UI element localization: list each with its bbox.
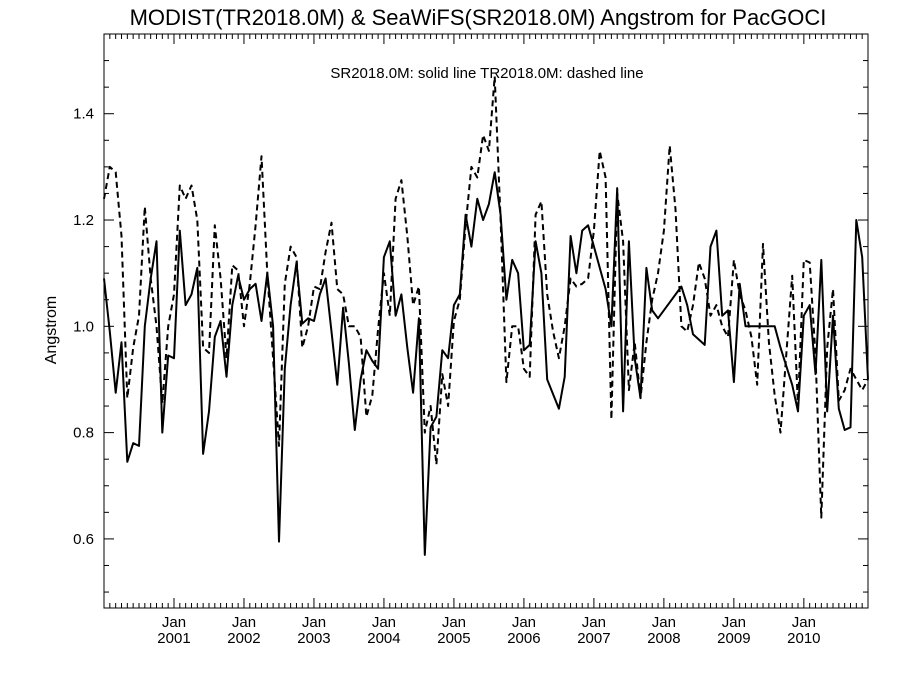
x-tick-year-label: 2008 <box>647 630 680 647</box>
x-tick-year-label: 2006 <box>507 630 540 647</box>
chart-title: MODIST(TR2018.0M) & SeaWiFS(SR2018.0M) A… <box>130 5 827 30</box>
y-tick-label: 1.4 <box>73 106 94 123</box>
x-tick-year-label: 2002 <box>227 630 260 647</box>
x-tick-month-label: Jan <box>162 614 186 631</box>
x-tick-year-label: 2010 <box>787 630 820 647</box>
x-tick-month-label: Jan <box>722 614 746 631</box>
series-line-dashed <box>103 75 869 519</box>
x-tick-month-label: Jan <box>372 614 396 631</box>
x-tick-month-label: Jan <box>652 614 676 631</box>
plot-area: 0.60.81.01.21.4 Jan2001Jan2002Jan2003Jan… <box>73 33 869 647</box>
y-tick-label: 0.8 <box>73 425 94 442</box>
y-tick-label: 1.0 <box>73 318 94 335</box>
series-layer <box>103 75 869 556</box>
y-tick-label: 1.2 <box>73 212 94 229</box>
x-tick-month-label: Jan <box>512 614 536 631</box>
x-tick-month-label: Jan <box>582 614 606 631</box>
x-tick-year-label: 2004 <box>367 630 400 647</box>
y-tick-label: 0.6 <box>73 531 94 548</box>
x-tick-year-label: 2003 <box>297 630 330 647</box>
y-axis-label: Angstrom <box>43 296 60 364</box>
x-tick-month-label: Jan <box>792 614 816 631</box>
x-axis-ticks: Jan2001Jan2002Jan2003Jan2004Jan2005Jan20… <box>103 34 869 647</box>
series-line-solid <box>103 171 869 556</box>
x-tick-year-label: 2005 <box>437 630 470 647</box>
x-tick-month-label: Jan <box>442 614 466 631</box>
x-tick-year-label: 2009 <box>717 630 750 647</box>
x-tick-month-label: Jan <box>302 614 326 631</box>
chart-legend-text: SR2018.0M: solid line TR2018.0M: dashed … <box>330 65 643 82</box>
y-axis-ticks: 0.6 0.8 1.0 1.2 1.4 <box>73 33 868 593</box>
x-tick-month-label: Jan <box>232 614 256 631</box>
x-tick-year-label: 2007 <box>577 630 610 647</box>
x-tick-year-label: 2001 <box>157 630 190 647</box>
plot-frame <box>103 33 869 609</box>
